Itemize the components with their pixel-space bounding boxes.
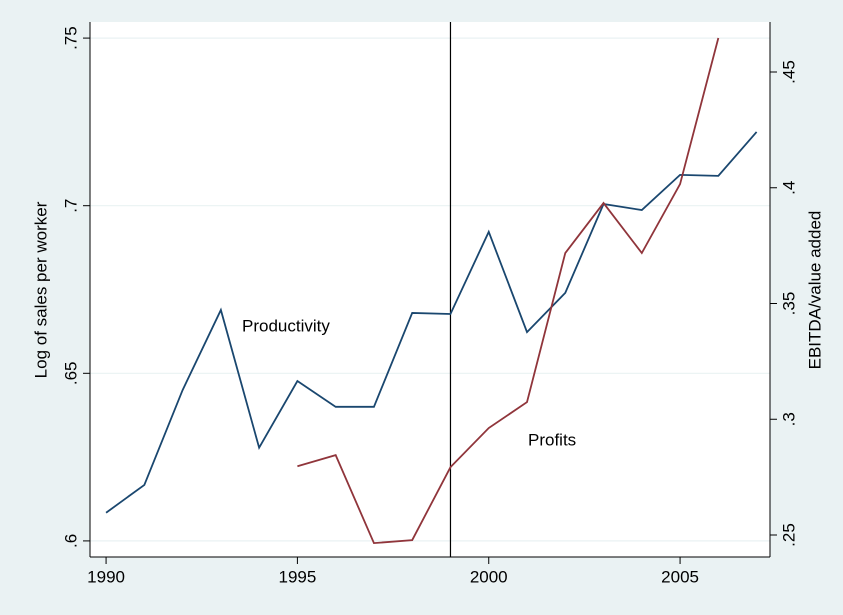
y2-tick-label: .35: [779, 292, 798, 316]
y2-tick-label: .3: [779, 412, 798, 426]
y2-tick-label: .4: [779, 181, 798, 195]
series-line: [105, 131, 758, 514]
y-tick-label: .75: [61, 26, 80, 50]
x-tick-label: 1990: [87, 567, 125, 586]
plot-area: [90, 22, 770, 557]
y-axis-title: Log of sales per worker: [31, 201, 50, 378]
y2-tick-label: .45: [779, 60, 798, 84]
x-tick-label: 1995: [278, 567, 316, 586]
y-tick-label: .7: [61, 199, 80, 213]
y-tick-label: .65: [61, 361, 80, 385]
x-tick-label: 2005: [661, 567, 699, 586]
x-tick-label: 2000: [470, 567, 508, 586]
y-tick-label: .6: [61, 534, 80, 548]
annotation: Profits: [528, 430, 576, 449]
series-line: [297, 37, 720, 545]
y2-tick-label: .25: [779, 523, 798, 547]
y2-axis-title: EBITDA/value added: [805, 211, 824, 370]
annotation: Productivity: [242, 316, 330, 335]
